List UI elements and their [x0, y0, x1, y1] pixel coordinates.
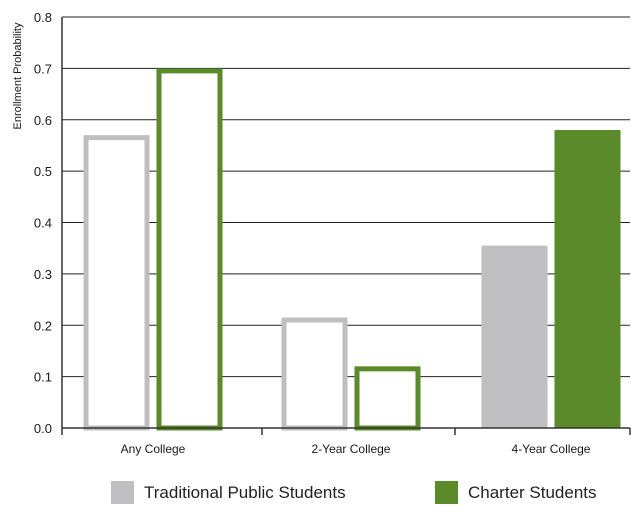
y-tick-label: 0.0: [34, 421, 52, 436]
y-tick-label: 0.5: [34, 164, 52, 179]
y-tick-label: 0.4: [34, 216, 52, 231]
legend-traditional: Traditional Public Students: [111, 481, 346, 504]
bar-charter: [554, 130, 621, 428]
y-tick-label: 0.3: [34, 267, 52, 282]
bar-traditional: [83, 135, 150, 431]
legend-label-traditional: Traditional Public Students: [144, 482, 346, 502]
y-tick-label: 0.8: [34, 10, 52, 25]
legend-swatch-charter: [435, 481, 458, 504]
x-category-label: Any College: [121, 442, 186, 456]
x-category-label: 2-Year College: [312, 442, 391, 456]
y-tick-label: 0.2: [34, 318, 52, 333]
legend-swatch-traditional: [111, 481, 134, 504]
bars: [83, 68, 621, 431]
y-tick-label: 0.1: [34, 370, 52, 385]
bar-charter: [354, 366, 421, 431]
bar-traditional: [481, 245, 548, 428]
legend-charter: Charter Students: [435, 481, 597, 504]
axes: [61, 17, 631, 435]
y-axis-label: Enrollment Probability: [12, 22, 24, 129]
y-tick-label: 0.6: [34, 113, 52, 128]
y-tick-labels: 0.0 0.1 0.2 0.3 0.4 0.5 0.6 0.7 0.8: [34, 10, 52, 436]
x-category-labels: Any College 2-Year College 4-Year College: [121, 442, 591, 456]
x-category-label: 4-Year College: [512, 442, 591, 456]
y-tick-label: 0.7: [34, 61, 52, 76]
bar-charter: [156, 68, 223, 431]
legend-label-charter: Charter Students: [468, 482, 597, 502]
bar-chart: 0.0 0.1 0.2 0.3 0.4 0.5 0.6 0.7 0.8 Any College 2…: [12, 10, 631, 456]
bar-traditional: [281, 317, 348, 431]
